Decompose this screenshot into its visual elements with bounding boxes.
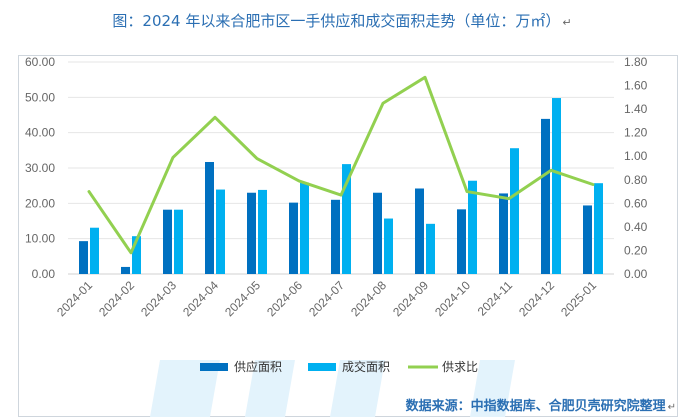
- deal-bar: [90, 227, 99, 274]
- background-stripe: [330, 360, 385, 417]
- left-axis-tick-label: 10.00: [25, 232, 55, 246]
- x-axis-tick-label: 2024-06: [264, 278, 305, 319]
- right-axis-tick-label: 0.80: [624, 173, 648, 187]
- right-axis-tick-label: 0.40: [624, 220, 648, 234]
- supply-bar: [79, 241, 88, 274]
- deal-bar: [510, 148, 519, 274]
- x-axis-tick-label: 2024-08: [348, 278, 389, 319]
- supply-bar: [205, 161, 214, 274]
- right-axis-tick-label: 0.60: [624, 196, 648, 210]
- legend-swatch: [308, 363, 336, 371]
- right-axis-tick-label: 1.80: [624, 55, 648, 69]
- x-axis-tick-label: 2024-05: [222, 278, 263, 319]
- right-axis-tick-label: 1.60: [624, 79, 648, 93]
- x-axis-tick-label: 2024-10: [432, 278, 473, 319]
- right-axis-tick-label: 0.20: [624, 243, 648, 257]
- deal-bar: [594, 183, 603, 274]
- supply-bar: [541, 118, 550, 275]
- x-axis-tick-label: 2024-09: [390, 278, 431, 319]
- background-stripe: [470, 360, 515, 417]
- left-axis-tick-label: 20.00: [25, 196, 55, 210]
- x-axis-tick-label: 2024-02: [96, 278, 137, 319]
- x-axis-tick-label: 2025-01: [558, 278, 599, 319]
- supply-bar: [457, 209, 466, 274]
- source-return-mark: ↵: [667, 402, 676, 413]
- right-axis-tick-label: 1.40: [624, 102, 648, 116]
- legend-label: 供应面积: [234, 359, 282, 374]
- chart-title: 图：2024 年以来合肥市区一手供应和成交面积走势（单位：万㎡） ↵: [0, 10, 684, 31]
- left-axis-tick-label: 60.00: [25, 55, 55, 69]
- supply-bar: [373, 192, 382, 274]
- ratio-line: [87, 75, 595, 255]
- supply-bar: [499, 193, 508, 274]
- deal-bar: [258, 189, 267, 274]
- supply-bar: [163, 209, 172, 274]
- deal-bar: [384, 218, 393, 274]
- left-axis-tick-label: 0.00: [32, 267, 56, 281]
- supply-bar: [415, 188, 424, 274]
- deal-bar: [468, 180, 477, 274]
- data-source: 数据来源：中指数据库、合肥贝壳研究院整理 ↵: [406, 395, 676, 414]
- deal-bar: [300, 182, 309, 274]
- deal-bar: [132, 236, 141, 274]
- supply-bar: [583, 205, 592, 274]
- background-stripe: [150, 360, 220, 417]
- deal-bar: [216, 189, 225, 274]
- supply-bar: [121, 266, 130, 274]
- data-source-text: 数据来源：中指数据库、合肥贝壳研究院整理: [405, 399, 666, 414]
- supply-bar: [247, 192, 256, 274]
- legend-swatch: [200, 363, 228, 371]
- deal-bar: [174, 209, 183, 274]
- deal-bar: [426, 223, 435, 274]
- x-axis-tick-label: 2024-01: [54, 278, 95, 319]
- x-axis-tick-label: 2024-07: [306, 278, 347, 319]
- right-axis-tick-label: 0.00: [624, 267, 648, 281]
- x-axis-tick-label: 2024-04: [180, 278, 221, 319]
- right-axis-tick-label: 1.20: [624, 126, 648, 140]
- right-axis-tick-label: 1.00: [624, 149, 648, 163]
- supply-bar: [289, 202, 298, 274]
- left-axis-tick-label: 30.00: [25, 161, 55, 175]
- x-axis-tick-label: 2024-12: [516, 278, 557, 319]
- background-stripe: [245, 360, 295, 417]
- legend-label: 供求比: [442, 360, 478, 374]
- chart-title-text: 图：2024 年以来合肥市区一手供应和成交面积走势（单位：万㎡）: [112, 12, 561, 30]
- return-mark: ↵: [562, 16, 572, 29]
- left-axis-tick-label: 40.00: [25, 126, 55, 140]
- legend-label: 成交面积: [342, 359, 390, 374]
- deal-bar: [552, 98, 561, 274]
- x-axis-tick-label: 2024-11: [475, 278, 516, 319]
- left-axis-tick-label: 50.00: [25, 90, 55, 104]
- x-axis-tick-label: 2024-03: [138, 278, 179, 319]
- supply-bar: [331, 199, 340, 274]
- deal-bar: [342, 164, 351, 274]
